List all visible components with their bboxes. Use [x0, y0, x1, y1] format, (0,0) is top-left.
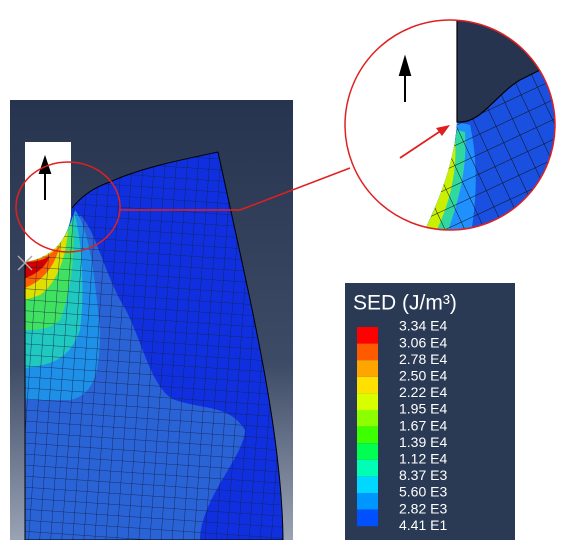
legend-label: 1.39 E4	[399, 434, 447, 450]
legend-swatch	[357, 360, 378, 377]
legend-label: 1.67 E4	[399, 417, 447, 433]
legend-swatch	[357, 443, 378, 460]
legend-label: 3.34 E4	[399, 318, 447, 334]
legend-swatch	[357, 476, 378, 493]
legend-label: 2.78 E4	[399, 351, 447, 367]
legend-swatch	[357, 343, 378, 361]
legend-label: 8.37 E3	[399, 467, 447, 483]
legend-label: 2.22 E4	[399, 384, 447, 400]
legend-swatch	[357, 426, 378, 444]
legend-swatch	[357, 459, 378, 477]
legend: 3.34 E43.06 E42.78 E42.50 E42.22 E41.95 …	[357, 318, 447, 533]
legend-label: 3.06 E4	[399, 334, 447, 350]
legend-label: 1.95 E4	[399, 401, 447, 417]
legend-swatch	[357, 393, 378, 410]
zoom-connector	[120, 167, 351, 211]
node-marker	[17, 255, 33, 271]
legend-label: 2.50 E4	[399, 368, 447, 384]
legend-swatch	[357, 410, 378, 427]
legend-label: 2.82 E3	[399, 500, 447, 516]
legend-label: 5.60 E3	[399, 484, 447, 500]
legend-label: 1.12 E4	[399, 451, 447, 467]
zoom-view	[345, 20, 555, 230]
legend-title: SED (J/m³)	[353, 292, 457, 315]
legend-swatch	[357, 376, 378, 394]
legend-swatch	[357, 493, 378, 510]
legend-swatch	[357, 509, 378, 527]
zoom-circle	[344, 19, 556, 231]
legend-swatch	[357, 327, 378, 344]
legend-label: 4.41 E1	[399, 517, 447, 533]
zoom-marker	[15, 161, 121, 253]
